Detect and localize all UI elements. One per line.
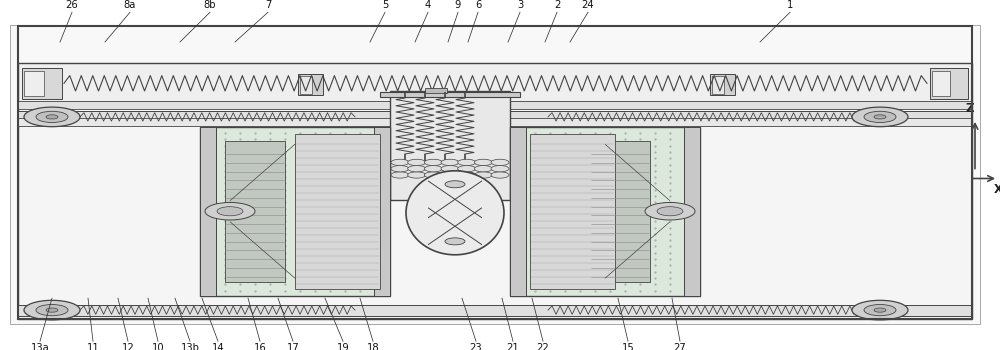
- Bar: [10, 25, 980, 324]
- Circle shape: [408, 159, 426, 166]
- Text: 8b: 8b: [204, 0, 216, 10]
- Text: 17: 17: [287, 343, 299, 350]
- Bar: [710, 74, 735, 95]
- Text: 23: 23: [470, 343, 482, 350]
- Bar: [930, 68, 968, 99]
- Circle shape: [445, 238, 465, 245]
- Text: 7: 7: [265, 0, 271, 10]
- Text: 5: 5: [382, 0, 388, 10]
- Text: 10: 10: [152, 343, 164, 350]
- Bar: [530, 134, 615, 289]
- Text: 27: 27: [674, 343, 686, 350]
- Circle shape: [441, 159, 459, 166]
- Text: 13b: 13b: [181, 343, 199, 350]
- Text: 21: 21: [507, 343, 519, 350]
- Text: Z: Z: [966, 103, 974, 116]
- Circle shape: [445, 181, 465, 188]
- Circle shape: [46, 308, 58, 312]
- Bar: [510, 127, 700, 296]
- Bar: [298, 74, 323, 95]
- Circle shape: [491, 159, 509, 166]
- Bar: [712, 76, 724, 94]
- Circle shape: [217, 206, 243, 216]
- Circle shape: [874, 115, 886, 119]
- Circle shape: [424, 159, 442, 166]
- Bar: [200, 127, 390, 296]
- Circle shape: [852, 300, 908, 320]
- Circle shape: [205, 202, 255, 220]
- Bar: [684, 127, 700, 296]
- Bar: [295, 134, 380, 289]
- Text: 11: 11: [87, 343, 99, 350]
- Bar: [510, 127, 526, 296]
- Circle shape: [458, 172, 476, 178]
- Circle shape: [36, 111, 68, 122]
- Circle shape: [458, 159, 476, 166]
- Circle shape: [645, 202, 695, 220]
- Bar: [425, 88, 447, 93]
- Bar: [300, 76, 312, 94]
- Circle shape: [391, 172, 409, 178]
- Bar: [590, 141, 650, 282]
- Bar: [18, 26, 972, 318]
- Text: 22: 22: [537, 343, 549, 350]
- Bar: [24, 71, 44, 96]
- Bar: [390, 91, 510, 200]
- Circle shape: [874, 308, 886, 312]
- Circle shape: [441, 166, 459, 172]
- Circle shape: [657, 206, 683, 216]
- Text: 26: 26: [66, 0, 78, 10]
- Circle shape: [391, 159, 409, 166]
- Bar: [18, 111, 972, 122]
- Circle shape: [864, 304, 896, 316]
- Text: 8a: 8a: [124, 0, 136, 10]
- Text: 24: 24: [582, 0, 594, 10]
- Text: 6: 6: [475, 0, 481, 10]
- Circle shape: [852, 107, 908, 127]
- Text: 18: 18: [367, 343, 379, 350]
- Text: 2: 2: [554, 0, 560, 10]
- Text: 9: 9: [455, 0, 461, 10]
- Circle shape: [474, 172, 492, 178]
- Bar: [200, 127, 216, 296]
- Text: 14: 14: [212, 343, 224, 350]
- Bar: [225, 141, 285, 282]
- Bar: [374, 127, 390, 296]
- Circle shape: [408, 172, 426, 178]
- Text: 13a: 13a: [31, 343, 49, 350]
- Circle shape: [864, 111, 896, 122]
- Text: X: X: [994, 183, 1000, 196]
- Bar: [410, 194, 470, 200]
- Circle shape: [441, 172, 459, 178]
- Bar: [18, 101, 972, 108]
- Text: 4: 4: [425, 0, 431, 10]
- Circle shape: [24, 107, 80, 127]
- Circle shape: [424, 166, 442, 172]
- Circle shape: [424, 172, 442, 178]
- Text: 3: 3: [517, 0, 523, 10]
- Circle shape: [36, 304, 68, 316]
- Text: 19: 19: [337, 343, 349, 350]
- Bar: [18, 118, 972, 126]
- Circle shape: [24, 300, 80, 320]
- Circle shape: [391, 166, 409, 172]
- Bar: [18, 63, 972, 102]
- Circle shape: [458, 166, 476, 172]
- Circle shape: [474, 166, 492, 172]
- Circle shape: [46, 115, 58, 119]
- Bar: [22, 68, 62, 99]
- Circle shape: [474, 159, 492, 166]
- Bar: [18, 304, 972, 316]
- Ellipse shape: [406, 171, 504, 255]
- Text: 16: 16: [254, 343, 266, 350]
- Circle shape: [491, 172, 509, 178]
- Circle shape: [408, 166, 426, 172]
- Text: 1: 1: [787, 0, 793, 10]
- Bar: [932, 71, 950, 96]
- Bar: [18, 105, 972, 318]
- Bar: [380, 92, 520, 97]
- Text: 15: 15: [622, 343, 634, 350]
- Text: 12: 12: [122, 343, 134, 350]
- Circle shape: [491, 166, 509, 172]
